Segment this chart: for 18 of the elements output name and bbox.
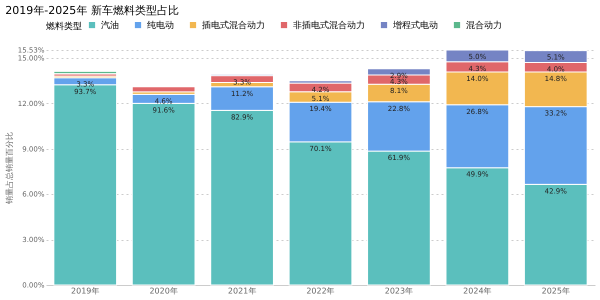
x-tick-label: 2023年 [384,286,414,296]
legend-label: 纯电动 [147,20,174,32]
x-tick-label: 2019年 [71,286,100,296]
bar [132,86,196,92]
legend-label: 插电式混合动力 [202,20,265,32]
x-tick-label: 2021年 [228,286,256,296]
x-tick-label: 2025年 [542,286,570,296]
bar [53,70,118,74]
legend-title: 燃料类型 [46,21,82,32]
legend-label: 混合动力 [466,20,502,32]
y-axis-title: 销量占总销量百分比 [4,132,14,205]
legend-label: 非插电式混合动力 [293,20,365,32]
legend-label: 增程式电动 [392,20,438,32]
x-tick-label: 2024年 [463,286,492,296]
chart-title: 2019年-2025年 新车燃料类型占比 [5,4,179,17]
x-tick-label: 2022年 [306,286,335,296]
x-tick-label: 2020年 [149,286,178,296]
legend-label: 汽油 [101,20,119,32]
